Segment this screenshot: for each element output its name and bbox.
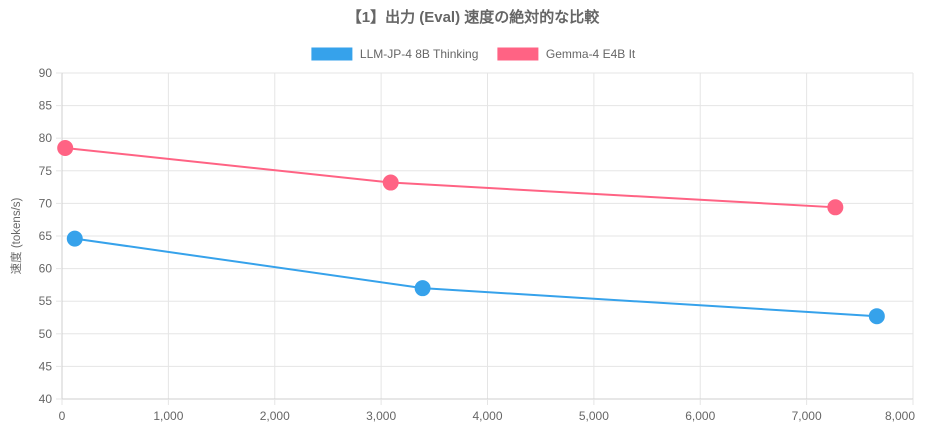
legend-label: LLM-JP-4 8B Thinking: [360, 47, 479, 61]
legend-item[interactable]: LLM-JP-4 8B Thinking: [311, 47, 479, 61]
x-tick-label: 3,000: [366, 409, 396, 423]
y-axis-ticks: 40 45 50 55 60 65 70 75 80 85 90: [39, 66, 62, 406]
legend-swatch: [311, 47, 353, 61]
y-tick-label: 60: [39, 262, 53, 276]
y-tick-label: 40: [39, 392, 53, 406]
y-tick-label: 45: [39, 359, 53, 373]
legend-label: Gemma-4 E4B It: [546, 47, 636, 61]
data-series: [57, 139, 885, 325]
legend-swatch: [497, 47, 539, 61]
y-tick-label: 80: [39, 131, 53, 145]
data-point[interactable]: [827, 199, 844, 216]
data-point[interactable]: [414, 280, 431, 297]
y-tick-label: 55: [39, 294, 53, 308]
y-tick-label: 90: [39, 66, 53, 80]
x-axis-ticks: 0 1,000 2,000 3,000 4,000 5,000 6,000 7,000 8,00…: [59, 399, 915, 423]
y-axis-label: 速度 (tokens/s): [9, 197, 23, 274]
y-tick-label: 65: [39, 229, 53, 243]
grid-lines: [61, 72, 914, 400]
legend-item[interactable]: Gemma-4 E4B It: [497, 47, 636, 61]
x-tick-label: 8,000: [885, 409, 915, 423]
y-tick-label: 70: [39, 196, 53, 210]
series-line: [74, 237, 877, 318]
data-point[interactable]: [382, 174, 399, 191]
x-tick-label: 5,000: [579, 409, 609, 423]
legend: LLM-JP-4 8B Thinking Gemma-4 E4B It: [311, 47, 636, 61]
data-point[interactable]: [57, 139, 74, 156]
data-point[interactable]: [868, 308, 885, 325]
series-group: [57, 139, 844, 216]
series-line: [65, 146, 836, 209]
y-tick-label: 85: [39, 99, 53, 113]
x-tick-label: 1,000: [153, 409, 183, 423]
data-point[interactable]: [66, 230, 83, 247]
x-tick-label: 4,000: [472, 409, 502, 423]
x-tick-label: 0: [59, 409, 66, 423]
y-tick-label: 50: [39, 327, 53, 341]
chart-title: 【1】出力 (Eval) 速度の絶対的な比較: [347, 8, 601, 26]
y-tick-label: 75: [39, 164, 53, 178]
series-group: [66, 230, 885, 325]
x-tick-label: 6,000: [685, 409, 715, 423]
x-tick-label: 2,000: [260, 409, 290, 423]
x-tick-label: 7,000: [792, 409, 822, 423]
